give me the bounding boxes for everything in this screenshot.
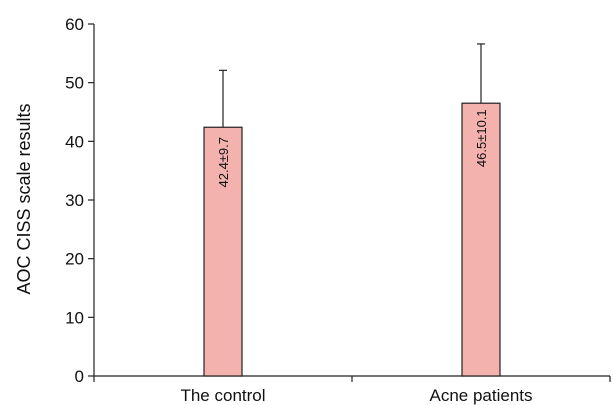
bar	[461, 102, 501, 377]
bars	[203, 43, 501, 377]
data-label: 46.5±10.1	[474, 109, 489, 167]
bar	[203, 126, 243, 377]
y-axis-title: AOC CISS scale results	[14, 103, 34, 294]
y-tick-label: 60	[65, 15, 84, 34]
labels: 0 10 20 30 40 50 60 42.4±9.7 The control 46.5±10.…	[65, 15, 532, 405]
y-tick-label: 50	[65, 74, 84, 93]
axes	[88, 23, 611, 382]
x-tick-label: The control	[180, 386, 265, 405]
y-tick-label: 30	[65, 191, 84, 210]
y-tick-label: 0	[75, 367, 84, 386]
y-tick-label: 10	[65, 308, 84, 327]
data-label: 42.4±9.7	[216, 137, 231, 188]
x-tick-label: Acne patients	[429, 386, 532, 405]
y-tick-label: 20	[65, 250, 84, 269]
y-tick-label: 40	[65, 132, 84, 151]
